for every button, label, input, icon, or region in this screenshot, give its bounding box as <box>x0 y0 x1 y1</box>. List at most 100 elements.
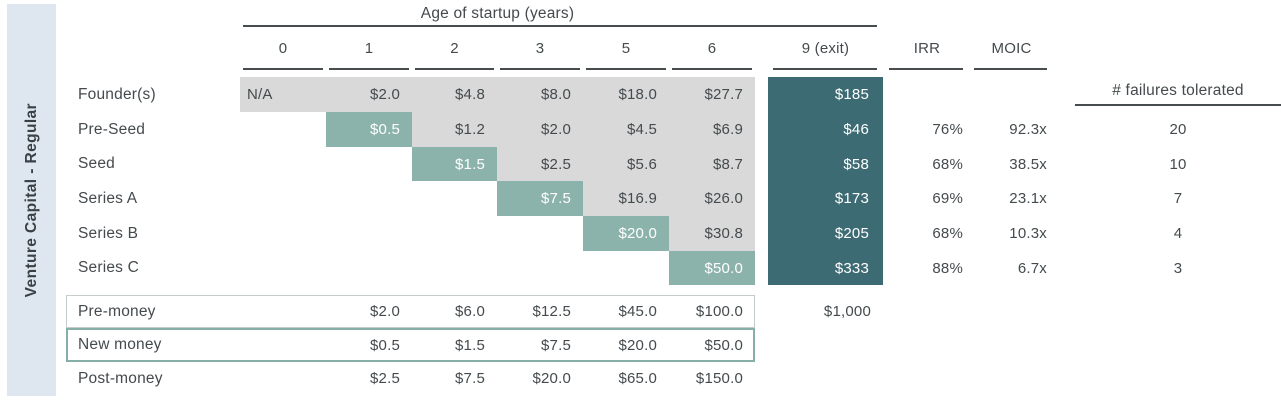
matrix-cell: $1.2 <box>412 112 497 147</box>
failures-tolerated-value: 20 <box>1169 121 1187 138</box>
column-header-age-5: 5 <box>583 27 669 70</box>
column-header-label: # failures tolerated <box>1075 78 1281 106</box>
investment-cell: $7.5 <box>497 181 583 216</box>
new-money-box <box>66 328 755 362</box>
column-header-label: 1 <box>364 40 374 57</box>
moic-value: 38.5x <box>1009 155 1047 173</box>
money-value-cell: $7.5 <box>541 336 571 354</box>
exit-value-cell: $46 <box>768 112 883 147</box>
category-band-label: Venture Capital - Regular <box>22 102 40 298</box>
matrix-cell <box>326 147 412 181</box>
matrix-cell: $8.0 <box>497 77 583 112</box>
column-header-label: 6 <box>707 40 717 57</box>
matrix-cell: $2.5 <box>497 147 583 181</box>
exit-value-cell: $205 <box>768 216 883 251</box>
row-label-series-b: Series B <box>78 224 139 242</box>
matrix-cell: $5.6 <box>583 147 669 181</box>
matrix-cell <box>240 251 326 285</box>
age-group-header: Age of startup (years) <box>420 4 575 22</box>
matrix-cell: N/A <box>240 77 326 112</box>
matrix-cell <box>326 216 412 251</box>
column-header-label: 3 <box>535 40 545 57</box>
moic-value: 6.7x <box>1017 259 1047 277</box>
matrix-cell: $2.0 <box>497 112 583 147</box>
money-value-cell: $20.0 <box>618 336 657 354</box>
money-value-cell: $20.0 <box>532 370 571 387</box>
row-label-post-money: Post-money <box>78 369 163 387</box>
column-header-label: 9 (exit) <box>801 40 850 57</box>
column-header-label: 2 <box>450 40 459 57</box>
matrix-cell <box>412 181 497 216</box>
money-value-cell: $1.5 <box>455 336 485 354</box>
matrix-cell: $18.0 <box>583 77 669 112</box>
row-label-pre-money: Pre-money <box>78 302 156 320</box>
column-header-label: 0 <box>278 40 288 57</box>
matrix-cell <box>412 216 497 251</box>
failures-tolerated-value: 7 <box>1173 190 1183 207</box>
matrix-cell: $6.9 <box>669 112 755 147</box>
failures-tolerated-value: 10 <box>1169 155 1187 173</box>
column-header-irr: IRR <box>889 27 965 70</box>
money-value-cell: $7.5 <box>455 370 485 387</box>
exit-value-cell: $333 <box>768 251 883 285</box>
money-value-cell: $2.0 <box>370 303 400 320</box>
matrix-cell: $4.5 <box>583 112 669 147</box>
money-value-cell: $12.5 <box>532 303 571 320</box>
money-value-cell: $100.0 <box>695 303 743 320</box>
row-label-new-money: New money <box>78 336 162 353</box>
irr-value: 68% <box>932 225 963 242</box>
money-value-cell: $6.0 <box>455 303 485 320</box>
row-label-series-c: Series C <box>78 259 140 276</box>
row-label-seed: Seed <box>78 155 115 172</box>
pre-money-box <box>66 295 755 328</box>
column-header-failures-tolerated: # failures tolerated <box>1075 77 1281 112</box>
column-header-age-6: 6 <box>669 27 755 70</box>
column-header-age-2: 2 <box>412 27 497 70</box>
row-label-series-a: Series A <box>78 189 138 207</box>
matrix-cell <box>240 216 326 251</box>
column-header-moic: MOIC <box>974 27 1049 70</box>
money-value-cell: $50.0 <box>704 336 743 354</box>
irr-value: 68% <box>932 155 963 173</box>
matrix-cell: $26.0 <box>669 181 755 216</box>
exit-value-cell: $58 <box>768 147 883 181</box>
matrix-cell: $30.8 <box>669 216 755 251</box>
matrix-cell: $16.9 <box>583 181 669 216</box>
matrix-cell: $4.8 <box>412 77 497 112</box>
column-header-exit: 9 (exit) <box>768 27 883 70</box>
matrix-cell <box>497 216 583 251</box>
matrix-cell <box>240 112 326 147</box>
investment-cell: $0.5 <box>326 112 412 147</box>
moic-value: 10.3x <box>1009 225 1047 242</box>
column-header-age-3: 3 <box>497 27 583 70</box>
exit-money-value: $1,000 <box>823 303 871 320</box>
investment-cell: $50.0 <box>669 251 755 285</box>
irr-value: 88% <box>932 259 963 277</box>
moic-value: 92.3x <box>1009 121 1047 138</box>
column-header-label: IRR <box>913 40 941 57</box>
money-value-cell: $45.0 <box>618 303 657 320</box>
matrix-cell <box>326 251 412 285</box>
money-value-cell: $2.5 <box>370 370 400 387</box>
investment-cell: $1.5 <box>412 147 497 181</box>
column-header-label: MOIC <box>991 40 1032 57</box>
matrix-cell <box>326 181 412 216</box>
moic-value: 23.1x <box>1009 190 1047 207</box>
matrix-cell: $2.0 <box>326 77 412 112</box>
investment-cell: $20.0 <box>583 216 669 251</box>
row-label-founder-s-: Founder(s) <box>78 85 156 103</box>
exit-value-cell: $185 <box>768 77 883 112</box>
matrix-cell: $27.7 <box>669 77 755 112</box>
category-band: Venture Capital - Regular <box>7 4 56 396</box>
matrix-cell <box>497 251 583 285</box>
money-value-cell: $65.0 <box>618 370 657 387</box>
irr-value: 76% <box>932 121 963 138</box>
column-header-label: 5 <box>621 40 631 57</box>
column-header-age-0: 0 <box>240 27 326 70</box>
row-label-pre-seed: Pre-Seed <box>78 120 146 138</box>
age-header-underline <box>243 25 877 27</box>
column-header-age-1: 1 <box>326 27 412 70</box>
matrix-cell <box>240 181 326 216</box>
vc-returns-table: Age of startup (years) 0 1 2 3 5 6 9 (ex… <box>66 0 1281 395</box>
